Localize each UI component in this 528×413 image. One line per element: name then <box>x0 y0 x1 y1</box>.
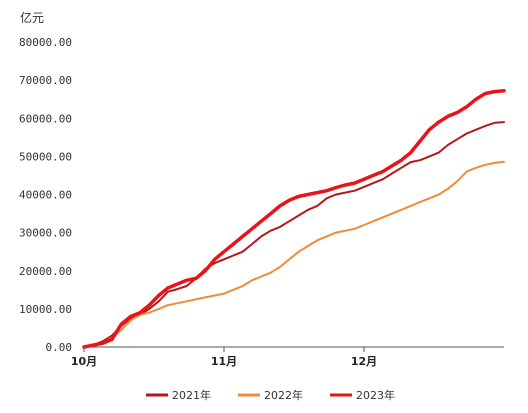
y-tick-label: 0.00 <box>46 341 73 354</box>
legend-label: 2022年 <box>264 388 303 402</box>
x-tick-label: 12月 <box>351 355 377 368</box>
series-line-2 <box>82 89 506 349</box>
series-line-0 <box>83 121 505 348</box>
y-tick-label: 70000.00 <box>19 74 72 87</box>
y-axis-ticks: 0.00 10000.00 20000.00 30000.00 40000.00 5000… <box>19 36 72 354</box>
series-line-1 <box>83 160 505 348</box>
x-axis: 10月 11月 12月 <box>71 346 504 368</box>
x-tick-label: 11月 <box>211 355 237 368</box>
x-tick-label: 10月 <box>71 355 97 368</box>
legend-label: 2023年 <box>356 388 395 402</box>
y-tick-label: 50000.00 <box>19 150 72 163</box>
legend: 2021年 2022年 2023年 <box>146 388 395 402</box>
y-tick-label: 20000.00 <box>19 265 72 278</box>
y-tick-label: 10000.00 <box>19 303 72 316</box>
y-tick-label: 80000.00 <box>19 36 72 49</box>
y-unit-label: 亿元 <box>20 10 44 25</box>
y-tick-label: 40000.00 <box>19 189 72 202</box>
y-tick-label: 30000.00 <box>19 227 72 240</box>
y-tick-label: 60000.00 <box>19 112 72 125</box>
legend-label: 2021年 <box>172 388 211 402</box>
series-lines <box>82 89 506 349</box>
